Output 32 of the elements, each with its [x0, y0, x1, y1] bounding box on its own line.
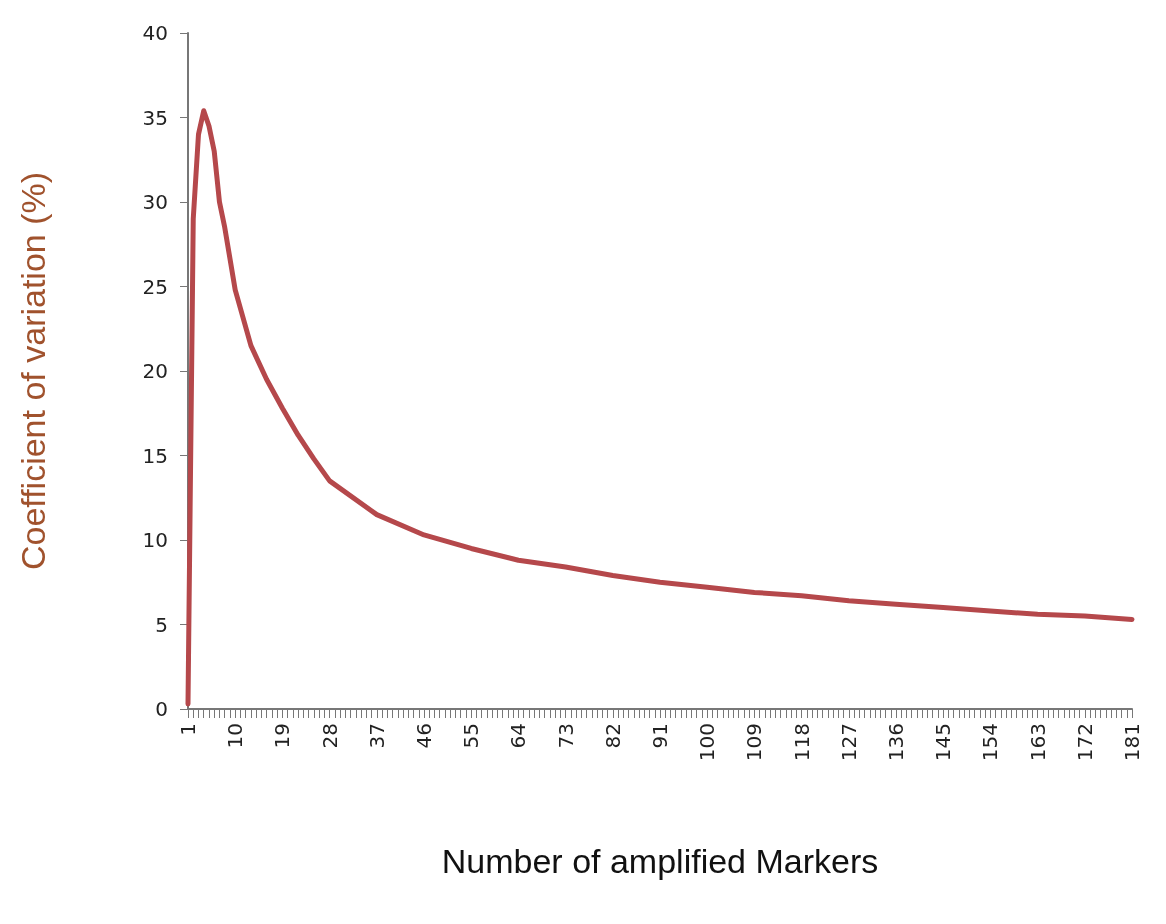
- y-tick-label: 15: [142, 443, 168, 468]
- x-tick-label: 136: [884, 723, 908, 762]
- x-tick-label: 145: [931, 723, 956, 762]
- x-tick-label: 64: [506, 723, 531, 749]
- x-tick-label: 73: [553, 723, 578, 749]
- y-tick-label: 10: [142, 528, 168, 552]
- x-tick-label: 1: [176, 723, 200, 736]
- y-tick-label: 40: [142, 21, 168, 45]
- x-tick-label: 19: [270, 723, 295, 749]
- x-tick-label: 181: [1120, 723, 1144, 762]
- y-tick-label: 5: [155, 612, 168, 637]
- x-tick-label: 172: [1072, 723, 1097, 762]
- y-tick-label: 30: [142, 190, 168, 214]
- x-tick-label: 37: [364, 723, 389, 749]
- x-tick-label: 100: [695, 723, 720, 762]
- x-tick-label: 55: [459, 723, 484, 749]
- x-tick-label: 91: [648, 723, 672, 749]
- x-tick-label: 127: [836, 723, 861, 762]
- y-tick-label: 35: [142, 105, 168, 130]
- x-tick-label: 118: [789, 723, 814, 762]
- x-axis-title: Number of amplified Markers: [441, 842, 879, 880]
- x-tick-label: 163: [1025, 723, 1050, 762]
- x-tick-label: 154: [978, 723, 1003, 762]
- x-tick-label: 46: [412, 723, 436, 749]
- x-tick-label: 109: [742, 723, 767, 762]
- x-tick-label: 10: [223, 723, 248, 749]
- y-tick-label: 25: [142, 274, 168, 299]
- y-axis-title: Coefficient of variation (%): [14, 171, 52, 571]
- y-tick-label: 20: [142, 359, 168, 383]
- x-tick-label: 82: [600, 723, 625, 749]
- y-tick-label: 0: [155, 697, 168, 721]
- x-tick-label: 28: [317, 723, 342, 749]
